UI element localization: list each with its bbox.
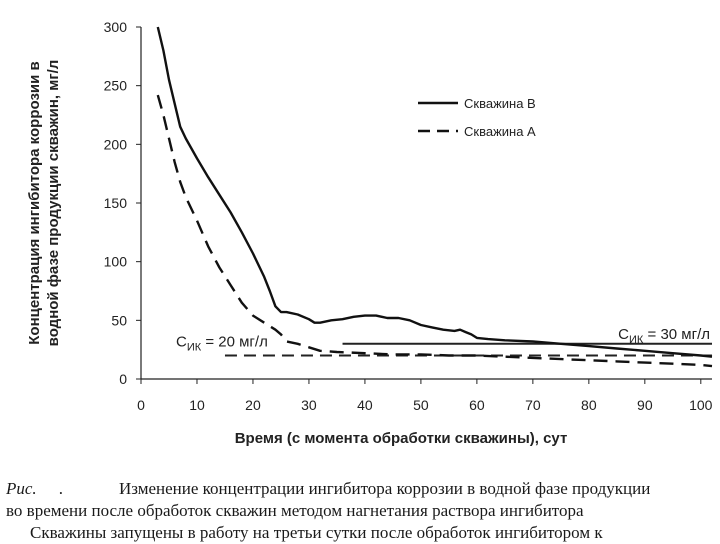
- caption-prefix: Рис.: [6, 479, 37, 498]
- x-tick-label: 60: [469, 397, 485, 413]
- ref-label-c: С: [176, 334, 187, 351]
- caption-text-1: Изменение концентрации ингибитора корроз…: [118, 479, 651, 498]
- caption-line-3: Скважины запущены в работу на третьи сут…: [30, 523, 603, 542]
- ref-label-value: = 30 мг/л: [643, 326, 710, 343]
- reference-line-label: СИК = 30 мг/л: [618, 326, 710, 346]
- y-tick-label: 300: [104, 19, 128, 35]
- caption-line-1: Рис.. Изменение концентрации ингибитора к…: [6, 478, 720, 500]
- y-axis-title: Концентрация ингибитора коррозии в водно…: [8, 8, 80, 398]
- legend-label: Скважина А: [464, 124, 536, 139]
- x-tick-label: 90: [637, 397, 653, 413]
- y-tick-label: 50: [111, 312, 127, 328]
- caption-dot: .: [58, 479, 63, 498]
- series-group: [156, 26, 713, 368]
- ref-label-subscript: ИК: [629, 334, 644, 346]
- ref-label-subscript: ИК: [187, 342, 202, 354]
- y-tick-label: 100: [104, 254, 128, 270]
- legend: Скважина В Скважина А: [418, 96, 536, 139]
- x-tick-label: 0: [137, 397, 145, 413]
- x-tick-label: 100: [689, 397, 713, 413]
- x-tick-label: 30: [301, 397, 317, 413]
- chart: 0 10 20 30 40 50 60 70 80 90 100 0 50 100 150 200 250 30…: [104, 19, 713, 447]
- ref-label-c: С: [618, 326, 629, 343]
- y-tick-label: 0: [119, 371, 127, 387]
- x-tick-labels: 0 10 20 30 40 50 60 70 80 90 100: [137, 379, 713, 413]
- caption-line-2: во времени после обработок скважин метод…: [6, 501, 584, 520]
- x-tick-label: 50: [413, 397, 429, 413]
- y-axis-title-line-1: Концентрация ингибитора коррозии в: [26, 61, 43, 345]
- x-tick-label: 40: [357, 397, 373, 413]
- y-axis-title-line-2: водной фазе продукции скважин, мг/л: [45, 59, 62, 347]
- x-tick-label: 80: [581, 397, 597, 413]
- x-tick-label: 10: [189, 397, 205, 413]
- ref-label-value: = 20 мг/л: [201, 334, 268, 351]
- x-axis-title: Время (с момента обработки скважины), су…: [235, 430, 568, 447]
- y-tick-label: 250: [104, 78, 128, 94]
- y-tick-label: 150: [104, 195, 128, 211]
- y-tick-labels: 0 50 100 150 200 250 300: [104, 19, 141, 387]
- y-tick-label: 200: [104, 136, 128, 152]
- legend-label: Скважина В: [464, 96, 536, 111]
- series-line: [156, 94, 713, 368]
- reference-line-label: СИК = 20 мг/л: [176, 334, 268, 354]
- x-tick-label: 70: [525, 397, 541, 413]
- x-tick-label: 20: [245, 397, 261, 413]
- figure-caption: Рис.. Изменение концентрации ингибитора к…: [6, 478, 720, 544]
- reference-lines: [224, 342, 712, 357]
- series-line: [156, 26, 713, 358]
